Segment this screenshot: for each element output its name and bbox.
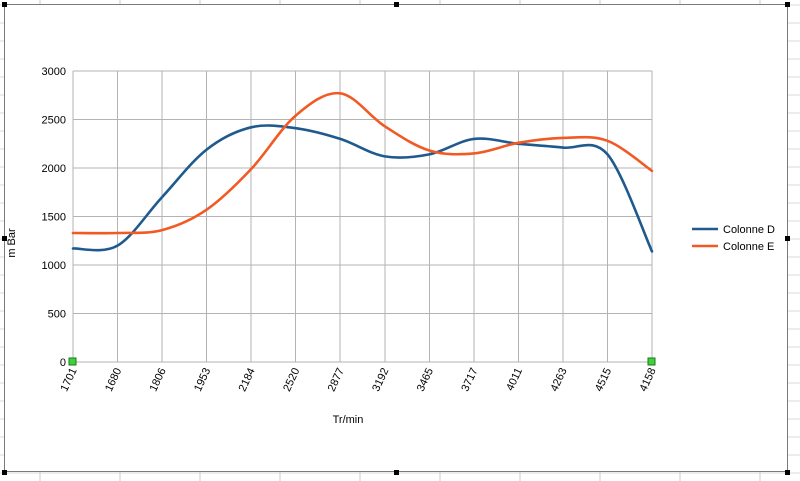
x-tick-label: 4011 xyxy=(504,366,525,393)
y-tick-label: 1500 xyxy=(42,212,66,224)
series-line-2 xyxy=(71,91,654,235)
x-tick-label: 2877 xyxy=(326,366,347,393)
resize-handle-bottom-left[interactable] xyxy=(2,470,7,475)
x-tick-label: 3717 xyxy=(459,366,480,393)
resize-handle-bottom-center[interactable] xyxy=(394,470,399,475)
x-axis-title: Tr/min xyxy=(333,414,364,426)
x-tick-label: 4515 xyxy=(593,366,614,393)
selection-marker-left[interactable] xyxy=(68,357,77,366)
resize-handle-top-center[interactable] xyxy=(394,2,399,7)
series-layer xyxy=(71,91,654,253)
x-tick-label: 2184 xyxy=(237,366,258,393)
y-tick-label: 2500 xyxy=(42,115,66,127)
legend-label: Colonne E xyxy=(723,241,774,253)
x-tick-label: 1806 xyxy=(148,366,169,393)
y-tick-label: 500 xyxy=(48,309,66,321)
resize-handle-bottom-right[interactable] xyxy=(785,470,790,475)
series-line-1 xyxy=(71,124,654,253)
resize-handle-middle-left[interactable] xyxy=(2,236,7,241)
selection-marker-right[interactable] xyxy=(647,357,656,366)
x-tick-label: 3465 xyxy=(415,366,436,393)
x-tick-label: 1680 xyxy=(103,366,124,393)
y-tick-label: 2000 xyxy=(42,163,66,175)
x-tick-label: 1701 xyxy=(58,366,79,393)
chart-frame[interactable] xyxy=(4,4,788,472)
x-axis-ticks: 1701 1680 1806 1953 2184 2520 2877 3192 3465 3717… xyxy=(58,366,658,393)
x-tick-label: 4158 xyxy=(637,366,658,393)
x-tick-label: 4263 xyxy=(548,366,569,393)
y-tick-label: 1000 xyxy=(42,260,66,272)
resize-handle-top-left[interactable] xyxy=(2,2,7,7)
y-axis-ticks: 0 500 1000 1500 2000 2500 3000 xyxy=(42,66,66,369)
resize-handle-top-right[interactable] xyxy=(785,2,790,7)
x-tick-label: 3192 xyxy=(370,366,391,393)
x-tick-label: 2520 xyxy=(281,366,302,393)
resize-handle-middle-right[interactable] xyxy=(785,236,790,241)
x-tick-label: 1953 xyxy=(192,366,213,393)
legend: Colonne D Colonne E xyxy=(692,224,775,253)
y-axis-title: m Bar xyxy=(6,228,18,258)
y-tick-label: 0 xyxy=(60,357,66,369)
gridlines xyxy=(72,70,653,363)
y-tick-label: 3000 xyxy=(42,66,66,78)
legend-label: Colonne D xyxy=(723,224,775,236)
